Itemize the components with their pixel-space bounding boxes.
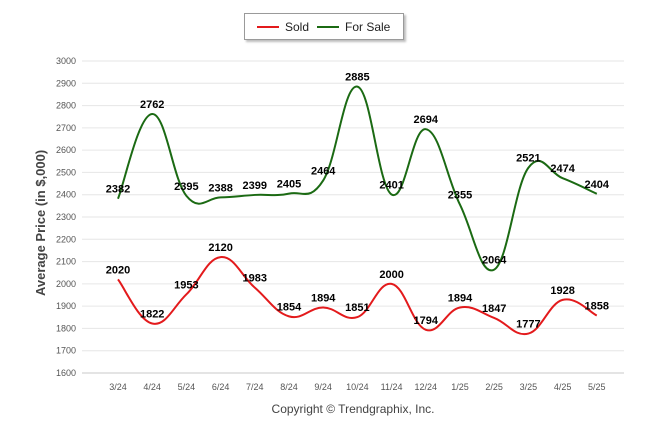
x-tick-label: 7/24 <box>246 382 264 392</box>
data-label: 2405 <box>277 179 301 191</box>
y-tick-label: 2600 <box>56 145 76 155</box>
x-tick-label: 8/24 <box>280 382 298 392</box>
series-lines <box>117 85 598 336</box>
data-label: 1894 <box>448 292 473 304</box>
data-label: 2464 <box>311 165 336 177</box>
data-label: 2120 <box>208 242 232 254</box>
data-label: 1858 <box>585 301 609 313</box>
data-label: 1822 <box>140 309 164 321</box>
data-label: 2474 <box>550 163 575 175</box>
y-tick-label: 2000 <box>56 279 76 289</box>
data-label: 2404 <box>585 179 610 191</box>
x-tick-label: 9/24 <box>314 382 332 392</box>
data-label: 1854 <box>277 301 302 313</box>
legend-swatch-sold <box>257 25 279 28</box>
data-label: 1777 <box>516 319 540 331</box>
data-label: 1847 <box>482 303 506 315</box>
legend[interactable]: Sold For Sale <box>244 13 404 40</box>
data-label: 2399 <box>243 180 267 192</box>
y-tick-label: 1600 <box>56 368 76 378</box>
data-label: 1894 <box>311 292 336 304</box>
x-axis-ticks: 3/24 4/24 5/24 6/24 7/24 8/24 9/24 10/24 11/24 12… <box>109 382 605 392</box>
data-labels: 2020 1822 1953 2120 1983 1854 1894 1851 2000 1794… <box>106 72 610 331</box>
series-line-for-sale <box>117 85 598 272</box>
data-label: 2762 <box>140 99 164 111</box>
data-label: 2395 <box>174 181 198 193</box>
y-tick-label: 2300 <box>56 212 76 222</box>
y-tick-label: 2800 <box>56 101 76 111</box>
x-tick-label: 6/24 <box>212 382 230 392</box>
legend-label-for-sale: For Sale <box>345 19 391 34</box>
data-label: 1928 <box>550 285 574 297</box>
data-label: 2388 <box>208 182 232 194</box>
data-label: 1953 <box>174 279 198 291</box>
series-line-sold <box>117 256 598 336</box>
data-label: 2020 <box>106 264 130 276</box>
x-tick-label: 5/24 <box>178 382 196 392</box>
y-tick-label: 2900 <box>56 78 76 88</box>
data-label: 1851 <box>345 302 369 314</box>
x-tick-label: 4/24 <box>143 382 161 392</box>
y-tick-label: 2200 <box>56 234 76 244</box>
y-tick-label: 3000 <box>56 56 76 66</box>
x-tick-label: 2/25 <box>485 382 503 392</box>
data-label: 2401 <box>379 179 403 191</box>
legend-swatch-for-sale <box>317 25 339 28</box>
y-tick-label: 1800 <box>56 323 76 333</box>
data-label: 1794 <box>414 315 439 327</box>
y-axis-title: Average Price (in $,000) <box>33 149 48 296</box>
legend-item-for-sale[interactable]: For Sale <box>317 14 390 39</box>
y-tick-label: 1700 <box>56 346 76 356</box>
data-label: 2885 <box>345 72 369 84</box>
x-tick-label: 12/24 <box>415 382 438 392</box>
y-tick-label: 2100 <box>56 257 76 267</box>
copyright-footer: Copyright © Trendgraphix, Inc. <box>271 402 435 416</box>
grid-lines <box>82 60 624 374</box>
x-tick-label: 1/25 <box>451 382 469 392</box>
x-tick-label: 4/25 <box>554 382 572 392</box>
data-label: 2355 <box>448 190 472 202</box>
data-label: 2382 <box>106 184 130 196</box>
y-tick-label: 1900 <box>56 301 76 311</box>
x-tick-label: 10/24 <box>346 382 369 392</box>
x-tick-label: 5/25 <box>588 382 606 392</box>
data-label: 2694 <box>414 114 439 126</box>
y-tick-label: 2700 <box>56 123 76 133</box>
x-tick-label: 3/25 <box>520 382 538 392</box>
y-tick-label: 2500 <box>56 167 76 177</box>
data-label: 2521 <box>516 153 540 165</box>
data-label: 2064 <box>482 255 507 267</box>
data-label: 1983 <box>243 273 267 285</box>
y-tick-label: 2400 <box>56 190 76 200</box>
x-tick-label: 3/24 <box>109 382 127 392</box>
legend-item-sold[interactable]: Sold <box>257 14 309 39</box>
data-label: 2000 <box>379 269 403 281</box>
legend-label-sold: Sold <box>285 19 310 34</box>
y-axis-ticks: 1600 1700 1800 1900 2000 2100 2200 2300 2400 2500… <box>56 56 76 378</box>
x-tick-label: 11/24 <box>381 382 403 392</box>
